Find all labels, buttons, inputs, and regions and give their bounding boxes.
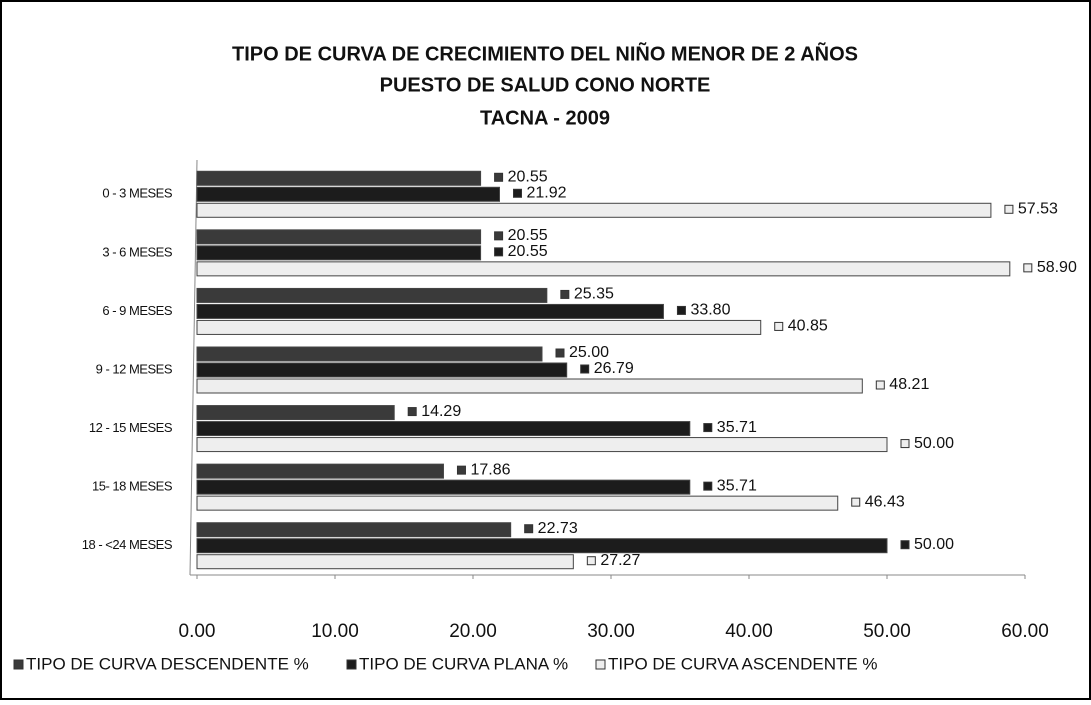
value-marker [676,305,686,315]
y-tick-label: 0 - 3 MESES [102,186,172,201]
value-label: 40.85 [788,318,828,335]
value-marker [494,172,504,182]
bar [196,186,500,202]
bar [196,437,888,453]
value-label: 58.90 [1037,259,1077,276]
legend-label: TIPO DE CURVA ASCENDENTE % [608,654,878,673]
chart-title: TIPO DE CURVA DE CRECIMIENTO DEL NIÑO ME… [232,42,858,65]
x-tick-label: 40.00 [725,621,773,642]
value-marker [851,497,861,507]
bar [196,170,482,186]
x-tick-label: 50.00 [863,621,911,642]
bar [196,303,664,319]
value-label: 35.71 [717,419,757,436]
bar [196,554,574,570]
y-tick-label: 9 - 12 MESES [96,361,173,376]
value-label: 35.71 [717,477,757,494]
bar [196,463,444,479]
value-marker [703,481,713,491]
value-marker [580,364,590,374]
bar [196,229,482,245]
y-tick-label: 6 - 9 MESES [102,303,172,318]
value-marker [555,348,565,358]
value-marker [560,289,570,299]
value-label: 20.55 [508,227,548,244]
value-marker [456,465,466,475]
value-label: 57.53 [1018,201,1058,218]
value-label: 17.86 [470,461,510,478]
value-label: 46.43 [865,493,905,510]
y-tick-label: 18 - <24 MESES [82,537,173,552]
bar [196,245,482,261]
value-label: 48.21 [889,376,929,393]
legend-label: TIPO DE CURVA PLANA % [359,654,568,673]
value-marker [512,188,522,198]
value-marker [1004,204,1014,214]
value-label: 14.29 [421,403,461,420]
bar [196,495,839,511]
value-label: 27.27 [600,552,640,569]
x-tick-label: 10.00 [311,621,359,642]
value-label: 20.55 [508,243,548,260]
value-marker [407,407,417,417]
value-label: 33.80 [690,302,730,319]
value-marker [1023,263,1033,273]
x-tick-label: 20.00 [449,621,497,642]
axis-line [189,159,198,576]
bar [196,538,888,554]
y-tick-label: 12 - 15 MESES [89,420,173,435]
value-marker [494,247,504,257]
legend-marker [13,659,24,670]
legend-marker [595,659,606,670]
legend-marker [346,659,357,670]
y-tick-label: 3 - 6 MESES [102,244,172,259]
bar [196,522,512,538]
value-label: 25.00 [569,344,609,361]
value-marker [524,524,534,534]
chart-subtitle: TACNA - 2009 [480,107,610,129]
value-label: 26.79 [594,360,634,377]
value-label: 21.92 [526,185,566,202]
x-tick-label: 30.00 [587,621,635,642]
value-marker [774,321,784,331]
bar [196,319,762,335]
bar [196,479,691,495]
value-marker [494,231,504,241]
value-marker [703,423,713,433]
bar [196,202,992,218]
y-tick-label: 15- 18 MESES [92,479,173,494]
value-label: 50.00 [914,435,954,452]
value-marker [900,439,910,449]
value-marker [586,556,596,566]
chart-subtitle: PUESTO DE SALUD CONO NORTE [380,74,711,96]
bar [196,421,691,437]
bar [196,287,548,303]
value-label: 22.73 [538,520,578,537]
value-marker [875,380,885,390]
value-label: 20.55 [508,169,548,186]
bar [196,261,1011,277]
bar [196,362,568,378]
bar [196,405,395,421]
value-marker [900,540,910,550]
value-label: 50.00 [914,536,954,553]
bar [196,346,543,362]
bar [196,378,863,394]
x-tick-label: 0.00 [179,621,216,642]
legend-label: TIPO DE CURVA DESCENDENTE % [26,654,309,673]
x-tick-label: 60.00 [1001,621,1049,642]
value-label: 25.35 [574,286,614,303]
